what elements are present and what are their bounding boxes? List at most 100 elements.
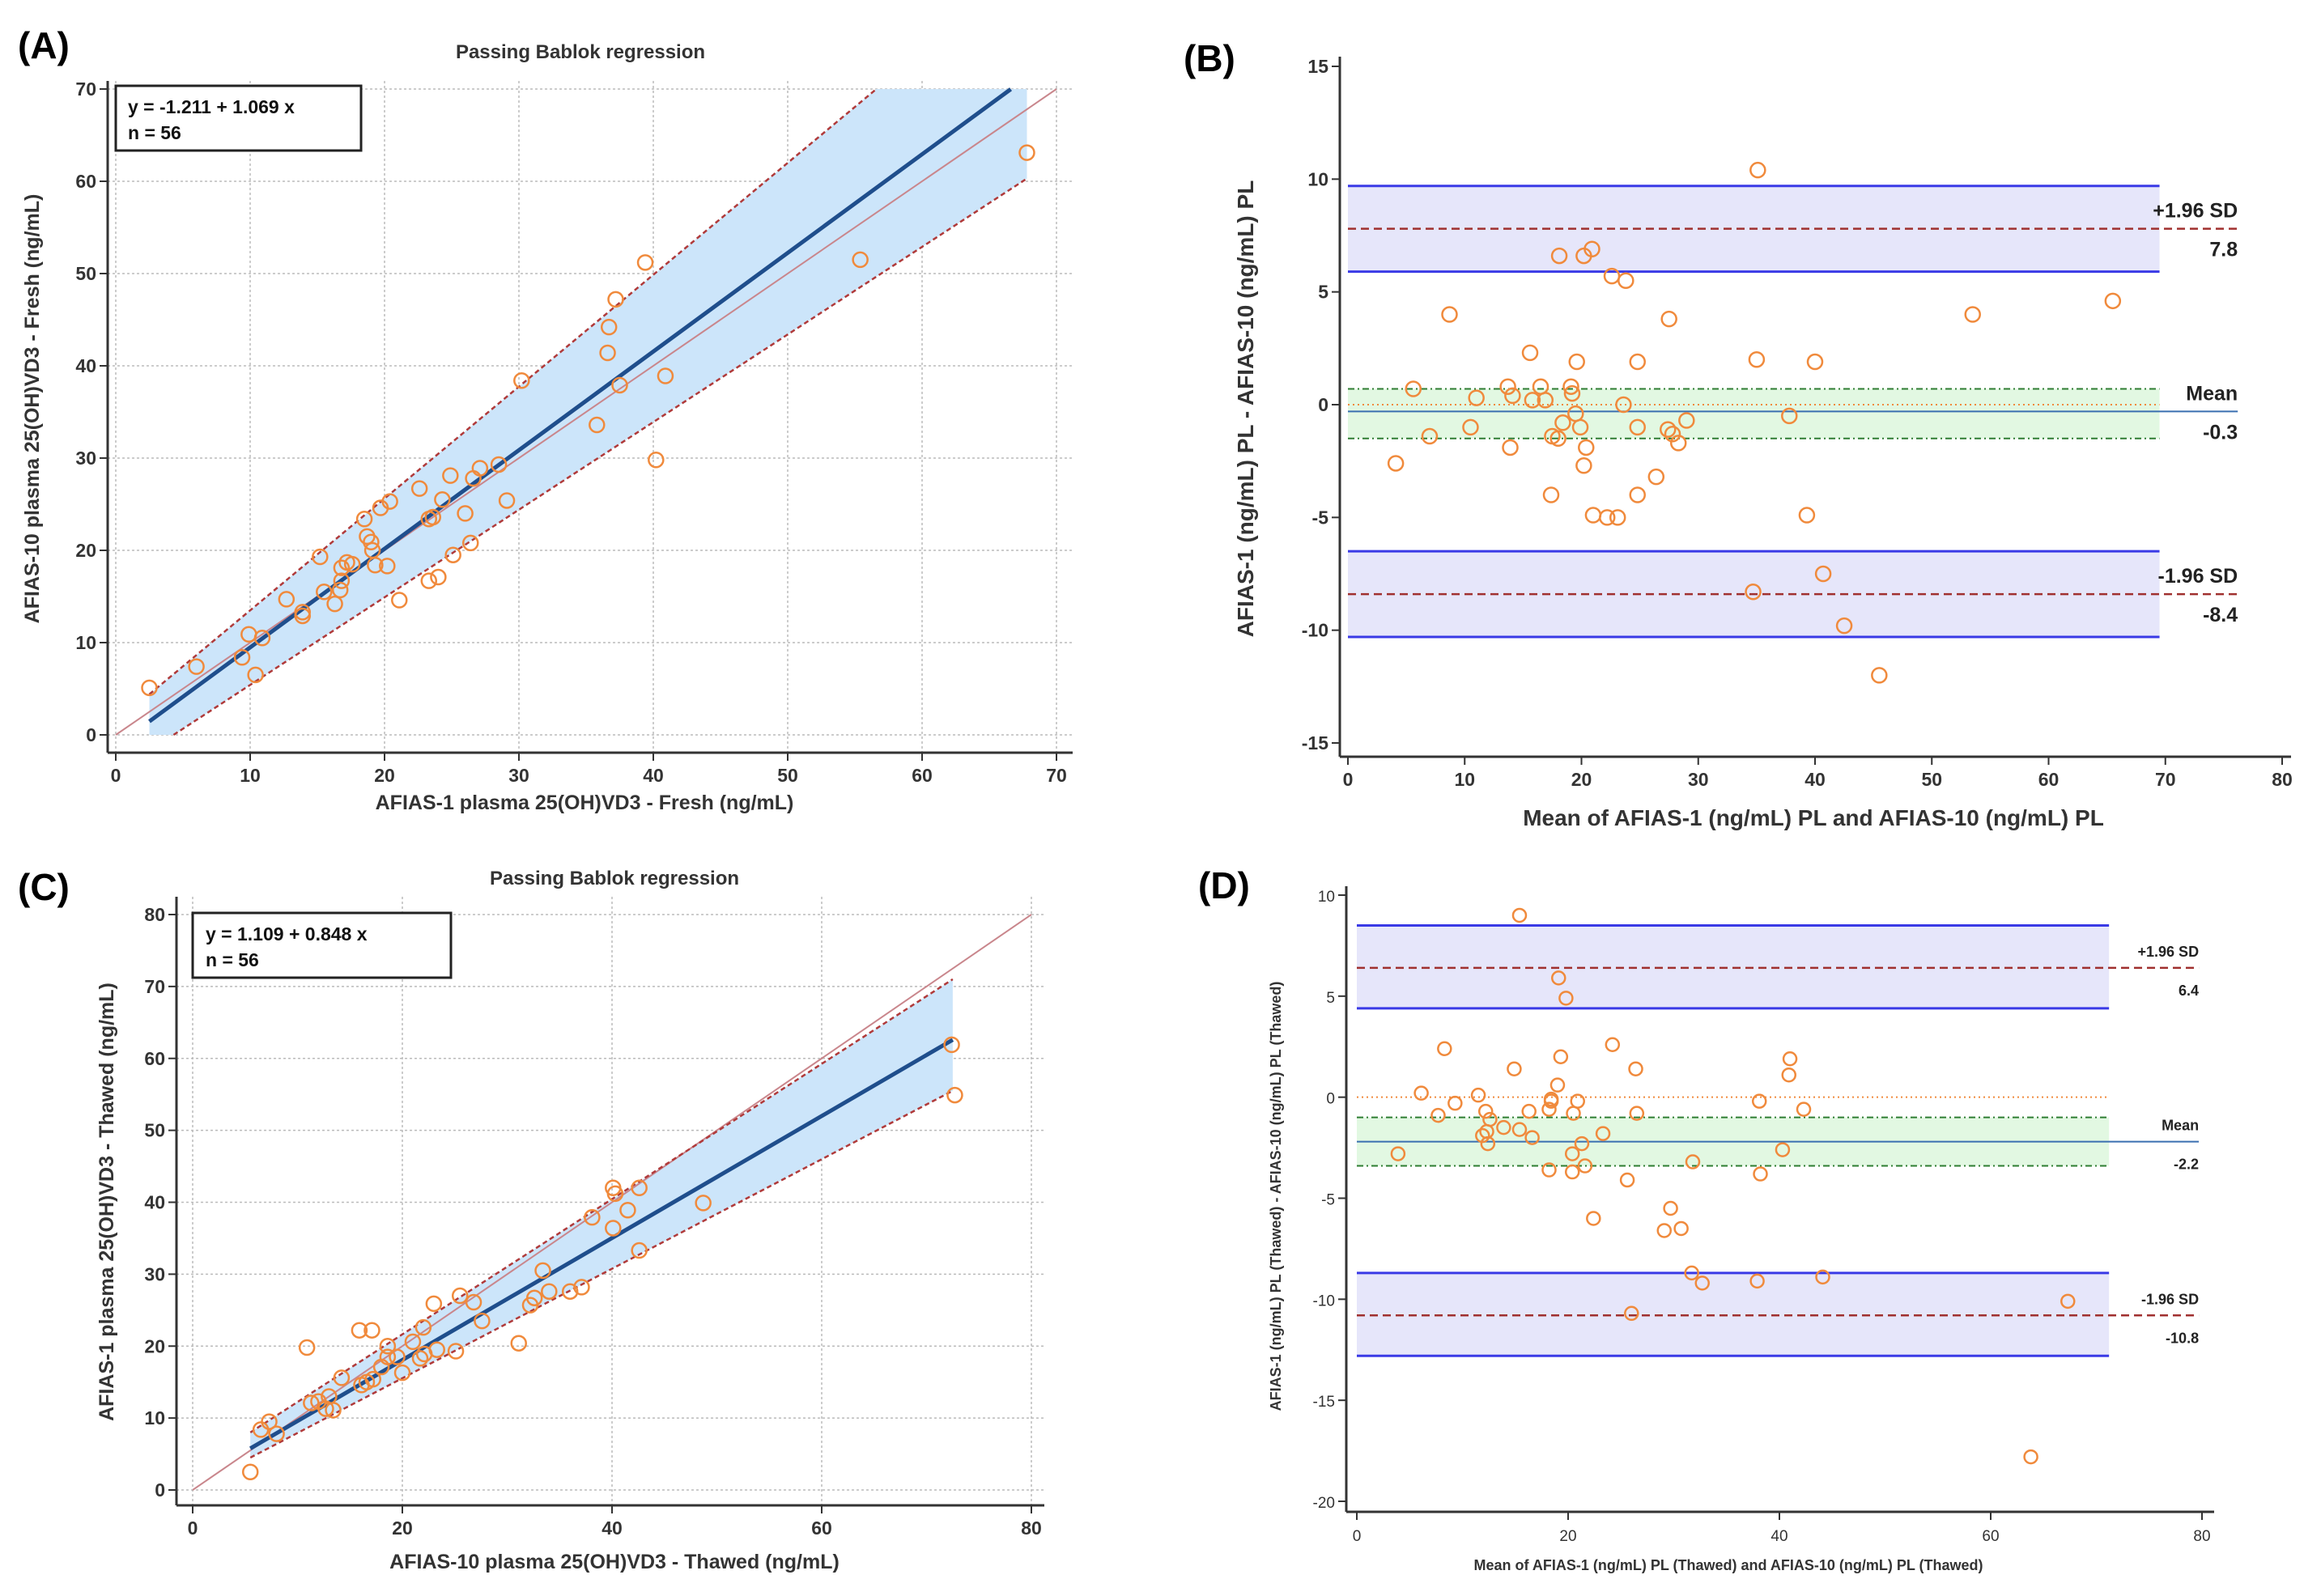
mean-value-label: -0.3	[2203, 421, 2238, 444]
data-point	[636, 254, 654, 271]
chart-c-n: n = 56	[206, 949, 259, 970]
data-point	[1663, 1200, 1678, 1216]
upper_loa-label: +1.96 SD	[2138, 944, 2200, 960]
x-tick-label: 60	[912, 765, 933, 786]
data-point	[278, 591, 295, 608]
data-point	[1553, 1049, 1569, 1064]
y-tick-label: 50	[144, 1120, 165, 1141]
chart-a-legend-box	[114, 84, 363, 152]
data-point	[1543, 1093, 1559, 1109]
data-point	[420, 572, 438, 589]
panel-label-c: (C)	[18, 866, 70, 908]
data-point	[1544, 427, 1561, 445]
data-point	[1549, 1077, 1566, 1093]
data-point	[1563, 384, 1581, 402]
data-point	[1615, 396, 1632, 414]
data-point	[2023, 1449, 2038, 1465]
lower_loa-value-label: -8.4	[2203, 604, 2238, 626]
chart-c-legend-box	[191, 911, 453, 979]
data-point	[471, 460, 489, 477]
data-point	[1673, 1220, 1689, 1237]
y-tick-label: 0	[86, 724, 96, 745]
data-point	[657, 367, 674, 384]
data-point	[451, 1287, 469, 1305]
x-tick-label: 60	[2038, 769, 2060, 790]
y-tick-label: 60	[144, 1048, 165, 1069]
lower_loa-label: -1.96 SD	[2141, 1291, 2199, 1307]
data-point	[367, 556, 384, 574]
x-tick-label: 30	[1688, 769, 1709, 790]
data-point	[631, 1179, 648, 1196]
data-point	[1542, 486, 1560, 503]
mean-value-label: -2.2	[2174, 1157, 2199, 1173]
x-tick-label: 10	[240, 765, 261, 786]
data-point	[1562, 378, 1579, 395]
data-point	[1629, 1106, 1645, 1121]
data-point	[606, 1185, 624, 1203]
x-tick-label: 50	[777, 765, 798, 786]
data-point	[391, 592, 408, 609]
data-point	[1447, 1095, 1463, 1111]
data-point	[298, 1339, 316, 1356]
data-point	[1018, 144, 1035, 161]
data-point	[1609, 509, 1626, 526]
data-point	[1624, 1305, 1639, 1322]
data-point	[444, 546, 461, 563]
data-point	[1678, 412, 1695, 429]
data-point	[1521, 1103, 1537, 1119]
identity-line	[115, 88, 1057, 736]
data-point	[321, 1388, 338, 1405]
data-point	[1387, 455, 1405, 472]
y-tick-label: 10	[1318, 889, 1335, 906]
data-point	[1524, 392, 1541, 409]
data-point	[1781, 1067, 1796, 1083]
y-tick-label: 5	[1326, 990, 1335, 1007]
data-point	[1782, 1051, 1798, 1067]
data-point	[1806, 353, 1824, 371]
data-point	[607, 291, 624, 308]
chart-c-legend: y = 1.109 + 0.848 x n = 56	[191, 911, 453, 979]
ci-lower-line	[249, 1089, 954, 1459]
data-point	[1584, 507, 1602, 524]
y-tick-label: 0	[155, 1479, 165, 1500]
data-point	[411, 1350, 429, 1367]
data-point	[1871, 667, 1888, 684]
chart-a-xlabel: AFIAS-1 plasma 25(OH)VD3 - Fresh (ng/mL)	[376, 792, 794, 814]
data-point	[946, 1086, 963, 1104]
data-point	[1558, 991, 1574, 1006]
data-point	[1753, 1166, 1768, 1182]
chart-d-xlabel: Mean of AFIAS-1 (ng/mL) PL (Thawed) and …	[1474, 1557, 1983, 1573]
data-point	[326, 595, 343, 613]
upper_loa-value-label: 7.8	[2209, 239, 2238, 261]
data-point	[631, 1242, 648, 1259]
x-tick-label: 0	[1353, 1528, 1362, 1545]
y-tick-label: 50	[75, 263, 96, 284]
ci-upper-line	[148, 88, 878, 695]
y-tick-label: 20	[144, 1335, 165, 1356]
data-point	[1568, 353, 1585, 371]
x-tick-label: 40	[1771, 1528, 1788, 1545]
data-point	[521, 1297, 539, 1314]
chart-c-passing-bablok-thawed: 0 20 40 60 80 0 10 20 30 40 50 60 70 80	[144, 897, 1044, 1539]
chart-b-bland-altman-fresh: Mean -0.3 +1.96 SD 7.8 -1.96 SD -8.4 0 10 20 30 40…	[1302, 56, 2293, 790]
y-tick-label: 70	[75, 79, 96, 100]
data-point	[389, 1348, 406, 1365]
data-point	[513, 371, 530, 389]
x-tick-label: 0	[111, 765, 121, 786]
data-point	[1551, 970, 1566, 986]
y-tick-label: -5	[1321, 1192, 1335, 1209]
data-point	[1629, 486, 1646, 503]
y-tick-label: -10	[1302, 620, 1328, 641]
x-tick-label: 80	[2193, 1528, 2210, 1545]
panel-label-b: (B)	[1184, 37, 1235, 79]
data-point	[1521, 344, 1539, 362]
data-point	[252, 1421, 270, 1438]
data-point	[1468, 389, 1485, 406]
y-tick-label: 60	[75, 171, 96, 192]
data-point	[1511, 1122, 1528, 1137]
panel-label-a: (A)	[18, 24, 70, 66]
data-point	[393, 1364, 411, 1382]
data-point	[1656, 1223, 1673, 1238]
data-point	[1595, 1126, 1611, 1141]
data-point	[2104, 292, 2122, 310]
